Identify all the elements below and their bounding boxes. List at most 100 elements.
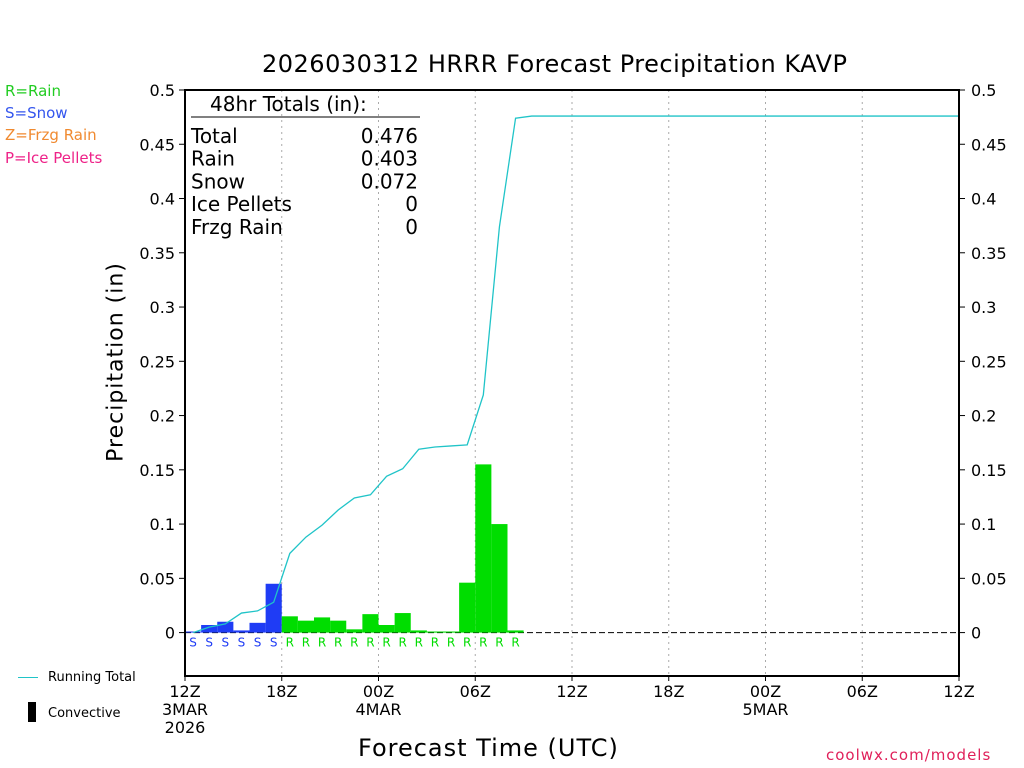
bar-type-label: R (399, 636, 407, 650)
x-tick-label: 18Z (653, 682, 684, 701)
x-tick-label: 06Z (460, 682, 491, 701)
precip-bar (297, 620, 314, 633)
precip-bar (281, 616, 298, 633)
totals-row-value: 0.403 (361, 147, 418, 171)
y-tick-label-left: 0.45 (139, 135, 175, 154)
y-tick-label-right: 0.2 (971, 407, 996, 426)
bar-type-label: R (302, 636, 310, 650)
y-tick-label-left: 0.1 (150, 515, 175, 534)
bar-type-label: R (479, 636, 487, 650)
x-tick-label: 12Z (943, 682, 974, 701)
precip-bar (314, 617, 331, 633)
x-tick-label: 5MAR (742, 700, 788, 719)
chart-title: 2026030312 HRRR Forecast Precipitation K… (262, 50, 848, 78)
y-tick-label-right: 0.35 (971, 244, 1007, 263)
precip-bar (443, 631, 460, 633)
precip-bar (394, 613, 411, 633)
y-tick-label-right: 0.4 (971, 190, 996, 209)
totals-row-label: Frzg Rain (191, 215, 283, 239)
y-tick-label-left: 0.4 (150, 190, 175, 209)
precip-bar (217, 621, 234, 633)
totals-row-label: Snow (191, 169, 245, 193)
convective-swatch (28, 702, 36, 722)
precip-bar (426, 631, 443, 633)
y-tick-label-right: 0.1 (971, 515, 996, 534)
x-tick-label: 3MAR (162, 700, 208, 719)
x-tick-label: 2026 (165, 718, 206, 737)
bar-type-label: S (222, 636, 230, 650)
bar-type-label: R (382, 636, 390, 650)
y-tick-label-right: 0.5 (971, 81, 996, 100)
precip-bar (201, 624, 218, 633)
precip-bar (265, 583, 282, 633)
bar-type-label: R (366, 636, 374, 650)
precip-bar (475, 464, 492, 633)
y-tick-label-right: 0.45 (971, 135, 1007, 154)
y-tick-label-left: 0.2 (150, 407, 175, 426)
running-total-legend-label: Running Total (48, 670, 136, 685)
y-tick-label-right: 0 (971, 624, 981, 643)
convective-legend-label: Convective (48, 706, 121, 721)
totals-row-value: 0 (405, 192, 418, 216)
precip-bar (491, 524, 508, 633)
bar-type-label: S (254, 636, 262, 650)
precip-bar (233, 630, 250, 633)
bar-type-label: S (205, 636, 213, 650)
y-tick-label-right: 0.25 (971, 352, 1007, 371)
bar-type-label: R (463, 636, 471, 650)
totals-row-label: Total (190, 124, 238, 148)
bar-type-label: R (318, 636, 326, 650)
y-tick-label-left: 0.25 (139, 352, 175, 371)
precip-bar (249, 622, 266, 633)
x-tick-label: 06Z (847, 682, 878, 701)
running-total-line (192, 115, 959, 634)
y-tick-label-right: 0.3 (971, 298, 996, 317)
bar-type-label: R (415, 636, 423, 650)
bar-type-label: R (334, 636, 342, 650)
bar-type-label: R (286, 636, 294, 650)
totals-row-label: Ice Pellets (191, 192, 292, 216)
y-tick-label-right: 0.15 (971, 461, 1007, 480)
bar-type-label: R (431, 636, 439, 650)
bar-type-label: S (238, 636, 246, 650)
precip-bar (378, 624, 395, 633)
bar-type-label: S (189, 636, 197, 650)
bar-type-label: R (495, 636, 503, 650)
precip-bar (410, 630, 427, 633)
x-tick-label: 12Z (556, 682, 587, 701)
totals-row-value: 0 (405, 215, 418, 239)
legend-freezing-rain: Z=Frzg Rain (5, 126, 97, 144)
y-tick-label-left: 0.05 (139, 569, 175, 588)
totals-row-label: Rain (191, 147, 235, 171)
running-total-swatch (18, 677, 38, 678)
precip-bar (330, 620, 347, 633)
x-tick-label: 00Z (750, 682, 781, 701)
x-axis-label: Forecast Time (UTC) (358, 734, 619, 762)
precip-bar (507, 630, 524, 633)
y-tick-label-right: 0.05 (971, 569, 1007, 588)
totals-header: 48hr Totals (in): (210, 92, 367, 116)
legend-rain: R=Rain (5, 82, 61, 100)
x-tick-label: 12Z (169, 682, 200, 701)
legend-ice-pellets: P=Ice Pellets (5, 149, 103, 167)
credit-link[interactable]: coolwx.com/models (826, 746, 992, 764)
x-tick-label: 00Z (363, 682, 394, 701)
y-tick-label-left: 0.5 (150, 81, 175, 100)
y-tick-label-left: 0.15 (139, 461, 175, 480)
y-tick-label-left: 0.3 (150, 298, 175, 317)
legend-snow: S=Snow (5, 104, 68, 122)
precip-bar (362, 614, 379, 633)
bar-type-label: R (447, 636, 455, 650)
x-tick-label: 4MAR (355, 700, 401, 719)
bar-type-label: R (511, 636, 519, 650)
totals-row-value: 0.476 (361, 124, 418, 148)
precip-bar (459, 582, 476, 633)
precip-bar (346, 629, 363, 633)
bar-type-label: S (270, 636, 278, 650)
y-tick-label-left: 0.35 (139, 244, 175, 263)
totals-row-value: 0.072 (361, 169, 418, 193)
x-tick-label: 18Z (266, 682, 297, 701)
bar-type-label: R (350, 636, 358, 650)
y-tick-label-left: 0 (165, 624, 175, 643)
